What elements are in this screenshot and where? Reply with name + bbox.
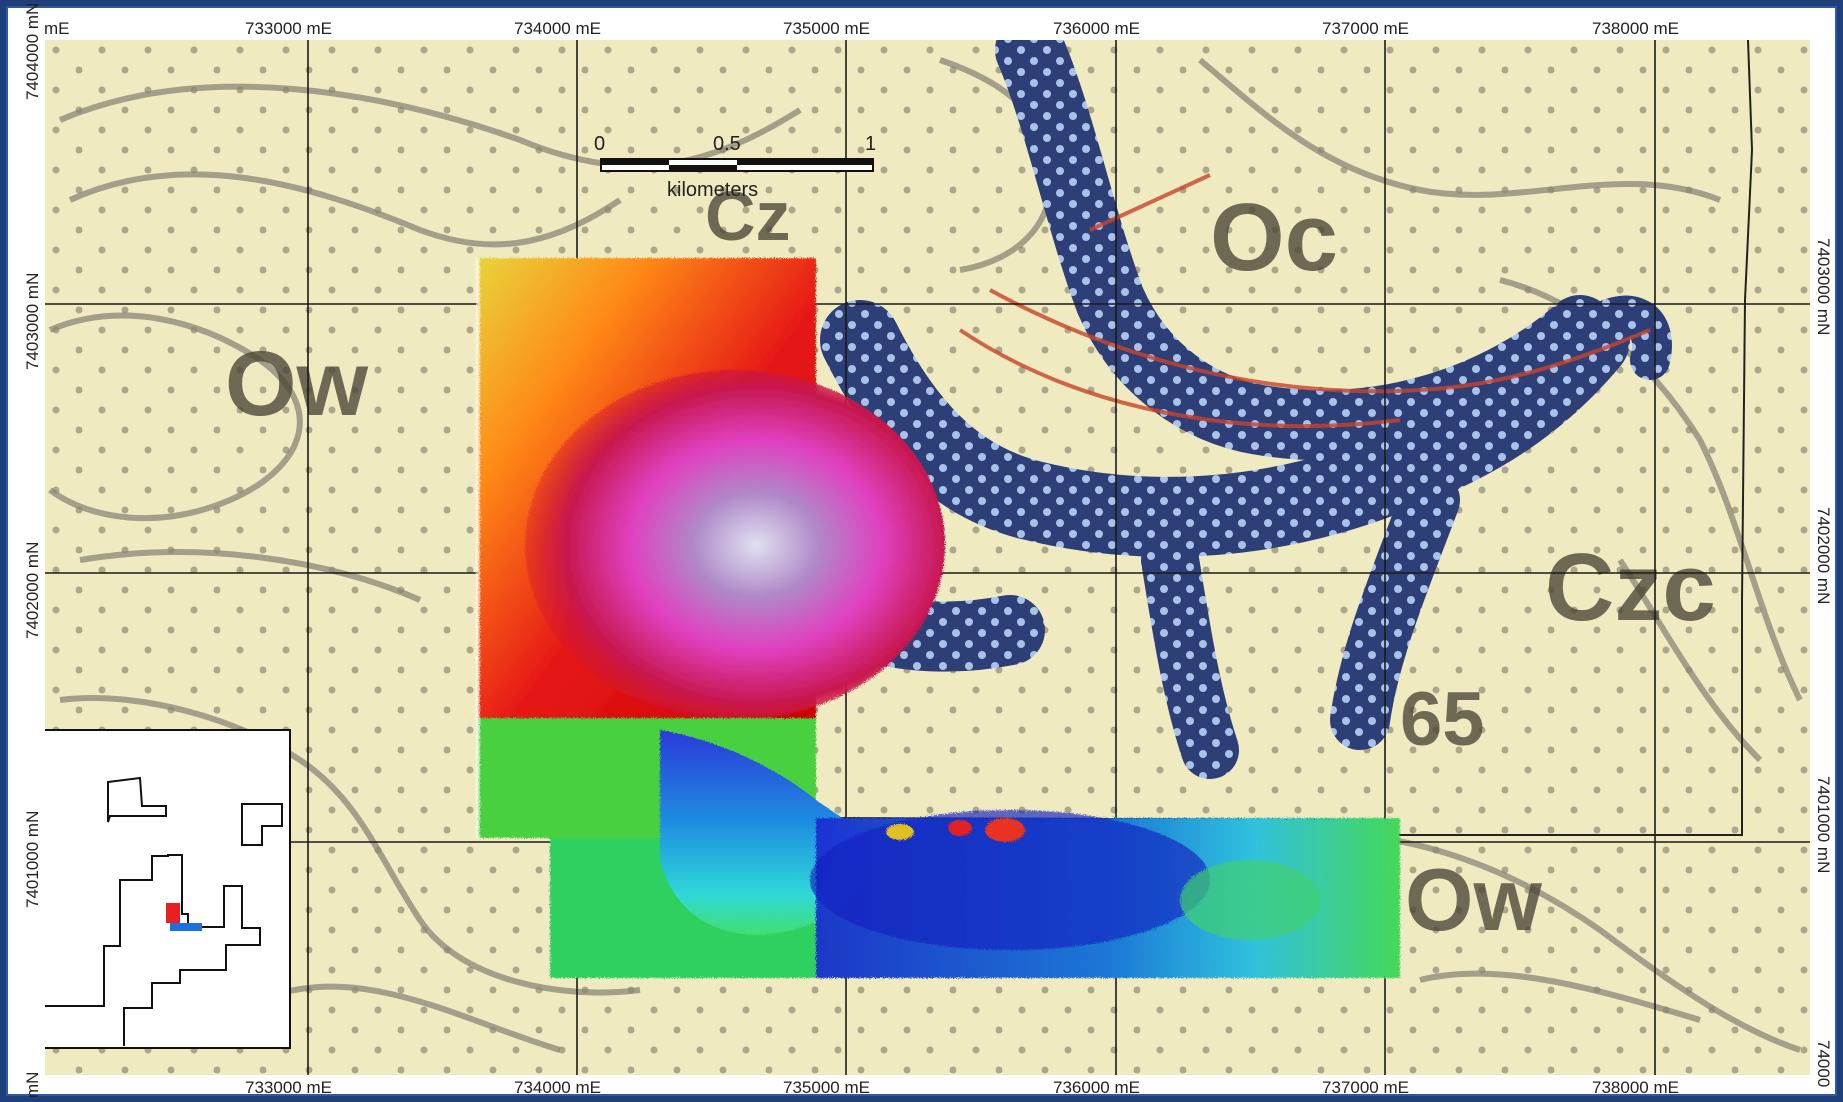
left-northing-labels: 7404000 mN 7403000 mN 7402000 mN 7401000… <box>23 3 42 1098</box>
easting-label-737000-top: 737000 mE <box>1322 19 1409 38</box>
scale-bar: 0 0.5 1 kilometers <box>594 133 876 201</box>
inset-survey-location <box>166 903 180 923</box>
easting-label-733000-bottom: 733000 mE <box>245 1078 332 1097</box>
inset-survey-location-south <box>170 923 202 931</box>
geology-label-upper-left: Ow <box>225 333 369 435</box>
corner-label-bottom-left-northing: mN <box>23 1072 42 1098</box>
blue-geologic-unit <box>815 40 1672 779</box>
scale-tick-0-5: 0.5 <box>713 133 741 155</box>
inset-frame <box>45 729 291 1049</box>
inset-tenement-outline-2 <box>241 803 283 846</box>
structure-lines <box>958 173 1651 428</box>
corner-label-bottom-right-easting: 74000 <box>1814 1040 1833 1087</box>
inset-location-map <box>45 729 291 1049</box>
easting-label-735000-bottom: 735000 mE <box>783 1078 870 1097</box>
northing-label-7403000-right: 7403000 mN <box>1814 238 1833 335</box>
scale-tick-1: 1 <box>865 133 876 155</box>
easting-label-734000-bottom: 734000 mE <box>514 1078 601 1097</box>
northing-label-7402000-left: 7402000 mN <box>23 542 42 639</box>
inset-tenement-outline-1 <box>107 776 167 823</box>
easting-label-738000-bottom: 738000 mE <box>1592 1078 1679 1097</box>
anomaly-grid-image <box>476 258 1400 978</box>
northing-label-7401000-right: 7401000 mN <box>1814 776 1833 873</box>
northing-label-7402000-right: 7402000 mN <box>1814 507 1833 604</box>
scale-bar-segment-1 <box>601 159 669 165</box>
scale-unit: kilometers <box>667 179 758 201</box>
inset-tenement-outline-3 <box>45 854 261 1046</box>
easting-label-736000-bottom: 736000 mE <box>1053 1078 1140 1097</box>
right-northing-labels: 7403000 mN 7402000 mN 7401000 mN 74000 <box>1814 238 1833 1087</box>
easting-label-738000-top: 738000 mE <box>1592 19 1679 38</box>
scale-bar-segment-2 <box>669 165 737 171</box>
geology-label-top-right: Oc <box>1210 184 1338 291</box>
easting-label-734000-top: 734000 mE <box>514 19 601 38</box>
formation-contours <box>48 57 1803 1053</box>
corner-label-top-left-easting: mE <box>44 19 70 38</box>
easting-label-736000-top: 736000 mE <box>1053 19 1140 38</box>
easting-label-735000-top: 735000 mE <box>783 19 870 38</box>
scale-bar-segment-3 <box>737 159 873 165</box>
northing-label-7403000-left: 7403000 mN <box>23 273 42 370</box>
geology-label-top-center: Cz <box>705 177 791 255</box>
geology-label-bottom-right: Ow <box>1405 850 1542 949</box>
top-easting-labels: mE 733000 mE 734000 mE 735000 mE 736000 … <box>44 19 1679 38</box>
corner-label-top-left-northing: 7404000 mN <box>23 3 42 100</box>
easting-label-737000-bottom: 737000 mE <box>1322 1078 1409 1097</box>
scale-tick-0: 0 <box>594 133 605 155</box>
northing-label-7401000-left: 7401000 mN <box>23 811 42 908</box>
easting-label-733000-top: 733000 mE <box>245 19 332 38</box>
bottom-easting-labels: 733000 mE 734000 mE 735000 mE 736000 mE … <box>245 1078 1679 1097</box>
geology-label-dip: 65 <box>1400 677 1485 762</box>
geology-label-right: Czc <box>1545 534 1716 641</box>
